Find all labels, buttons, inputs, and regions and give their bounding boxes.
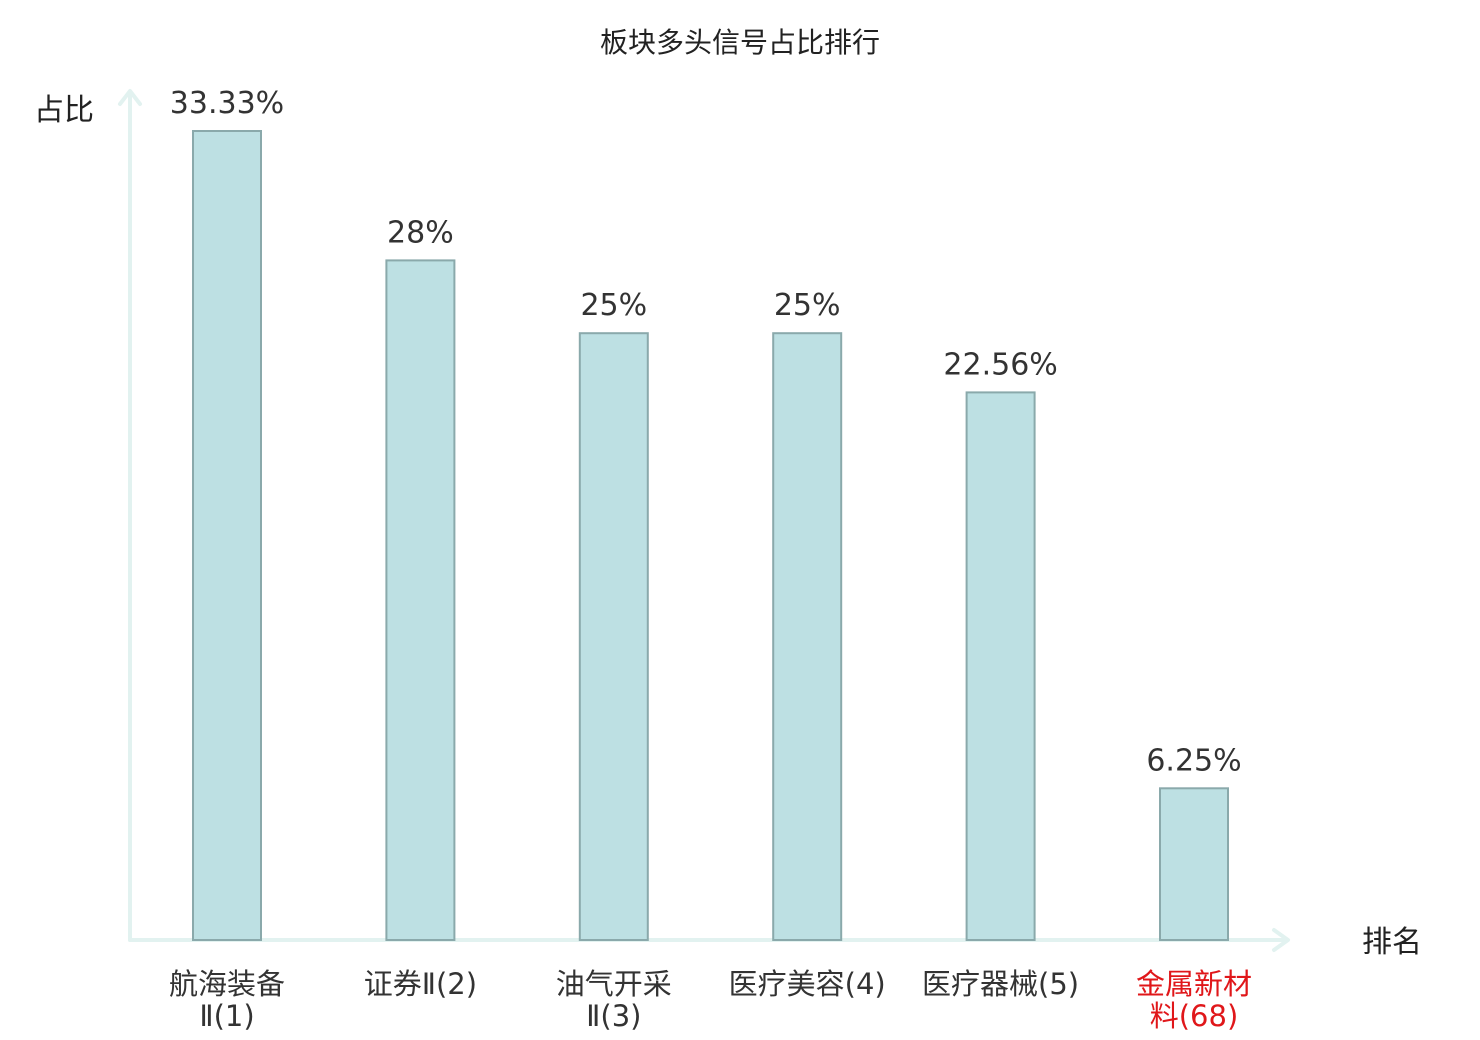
category-label-line: 医疗美容(4) — [729, 967, 886, 1001]
x-axis-arrow-icon — [1272, 928, 1290, 952]
bar-6 — [1159, 787, 1229, 941]
value-label-6: 6.25% — [1146, 743, 1241, 778]
category-label-line: Ⅱ(3) — [586, 999, 641, 1033]
bar-2 — [385, 259, 456, 941]
x-axis — [128, 928, 1290, 952]
value-label-1: 33.33% — [170, 86, 284, 121]
value-label-3: 25% — [580, 288, 647, 323]
value-label-2: 28% — [387, 215, 454, 250]
category-labels: 航海装备 Ⅱ(1) 证券Ⅱ(2) 油气开采 Ⅱ(3) 医疗美容(4) 医疗器械(5) 金属新材… — [169, 967, 1252, 1033]
category-label-line: 航海装备 — [169, 967, 285, 1001]
category-label-5: 医疗器械(5) — [922, 967, 1079, 1001]
y-axis-arrow-icon — [118, 89, 142, 106]
category-label-line: 料(68) — [1150, 999, 1239, 1033]
y-axis — [118, 89, 142, 942]
x-axis-label: 排名 — [1362, 925, 1422, 960]
value-label-4: 25% — [774, 288, 841, 323]
y-axis-label: 占比 — [34, 93, 94, 128]
category-label-2: 证券Ⅱ(2) — [364, 967, 477, 1001]
bar-3 — [578, 332, 649, 941]
chart-title: 板块多头信号占比排行 — [600, 26, 880, 59]
bar-4 — [772, 332, 843, 941]
bar-1 — [192, 130, 262, 941]
category-label-line: 油气开采 — [556, 967, 672, 1001]
category-label-line: 金属新材 — [1136, 967, 1252, 1001]
category-label-line: Ⅱ(1) — [199, 999, 254, 1033]
bar-5 — [965, 391, 1036, 941]
category-label-line: 医疗器械(5) — [922, 967, 1079, 1001]
category-label-1: 航海装备 Ⅱ(1) — [169, 967, 285, 1033]
bar-series — [192, 130, 1229, 941]
category-label-4: 医疗美容(4) — [729, 967, 886, 1001]
value-label-5: 22.56% — [943, 347, 1057, 382]
category-label-line: 证券Ⅱ(2) — [364, 967, 477, 1001]
category-label-3: 油气开采 Ⅱ(3) — [556, 967, 672, 1033]
value-labels: 33.33% 28% 25% 25% 22.56% 6.25% — [170, 86, 1242, 778]
category-label-6: 金属新材料(68) — [1136, 967, 1252, 1033]
